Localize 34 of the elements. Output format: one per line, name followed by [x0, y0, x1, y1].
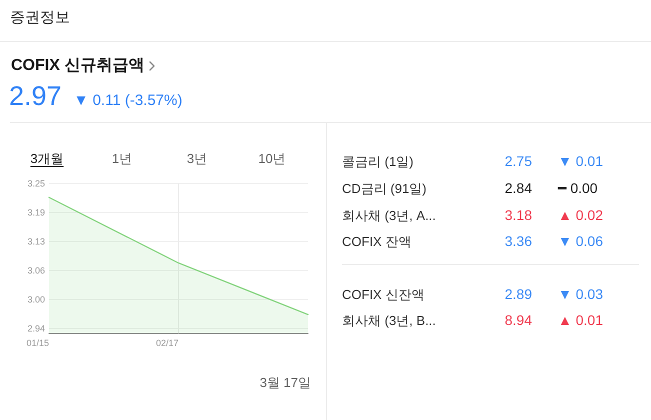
- data-label: 2.84: [504, 178, 532, 198]
- x-tick-label: 02/17: [156, 338, 178, 348]
- data-label: 8.94: [504, 311, 532, 330]
- text: ▼ 0.01: [558, 152, 603, 172]
- category-label: CD금리 (91일): [342, 180, 427, 198]
- y-tick-label: 3.25: [27, 178, 45, 188]
- text: ▼ 0.06: [558, 232, 603, 252]
- chart-title: COFIX 신규취급액: [11, 56, 144, 76]
- y-tick-label: 3.00: [27, 294, 45, 305]
- text: 3월 17일: [260, 374, 311, 392]
- y-tick-label: 2.94: [27, 324, 45, 334]
- category-label: 회사채 (3년, B...: [342, 312, 436, 330]
- category-label: 콜금리 (1일): [342, 153, 414, 172]
- data-label: 2.89: [504, 284, 532, 304]
- y-tick-label: 3.13: [27, 236, 45, 246]
- chart-subtitle: 2.97 ▼ 0.11 (-3.57%): [9, 81, 182, 111]
- text: ▲ 0.02: [558, 206, 603, 225]
- text: 3개월: [30, 151, 64, 166]
- y-tick-label: 3.06: [27, 265, 45, 276]
- text: ▼ 0.03: [558, 284, 603, 304]
- category-label: COFIX 잔액: [342, 233, 412, 252]
- text: ━ 0.00: [558, 178, 598, 198]
- text: 3년: [186, 151, 208, 166]
- y-tick-label: 3.19: [27, 207, 45, 218]
- text: 10년: [258, 151, 286, 166]
- x-tick-label: 01/15: [26, 338, 49, 348]
- data-label: 2.75: [504, 152, 532, 172]
- data-label: 3.36: [504, 232, 532, 252]
- category-label: 회사채 (3년, A...: [342, 206, 436, 225]
- category-label: COFIX 신잔액: [342, 286, 424, 304]
- text: 증권정보: [10, 8, 70, 28]
- text: ▲ 0.01: [558, 311, 603, 330]
- data-label: 3.18: [504, 206, 532, 225]
- text: 1년: [112, 151, 132, 166]
